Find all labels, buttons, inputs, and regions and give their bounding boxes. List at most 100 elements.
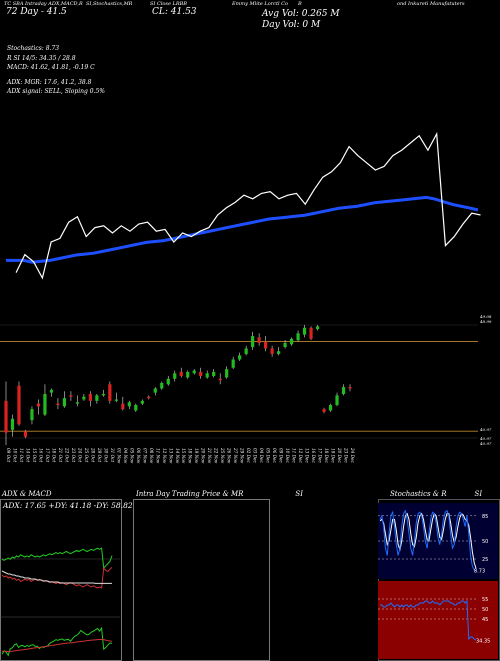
candle-body xyxy=(199,371,203,377)
date-tick-label: 01 Nov xyxy=(116,448,121,464)
candle-body xyxy=(108,384,112,401)
candle-body xyxy=(160,382,164,389)
close-price-line xyxy=(15,131,481,280)
candle-body xyxy=(75,402,79,404)
rsi-readout-label: 34.35 xyxy=(476,638,490,644)
candle-body xyxy=(134,405,138,411)
date-tick-label: 15 Nov xyxy=(181,448,186,464)
avg-volume: Avg Vol: 0.265 M xyxy=(262,9,340,19)
date-tick-label: 24 Oct xyxy=(77,447,82,462)
candle-body xyxy=(192,370,196,374)
date-tick-label: 22 Oct xyxy=(64,447,69,462)
date-tick-label: 23 Dec xyxy=(344,447,349,463)
price-label-top-b: 48.99 xyxy=(480,319,492,324)
date-tick-label: 10 Dec xyxy=(285,448,290,463)
date-tick-label: 16 Oct xyxy=(38,448,43,462)
date-tick-label: 14 Nov xyxy=(175,448,180,464)
date-tick-label: 12 Dec xyxy=(298,448,303,463)
price-label-bottom-c: 40.97 xyxy=(480,441,492,446)
candle-body xyxy=(10,418,15,430)
stoch-readout: Stochastics: 8.73 xyxy=(7,45,60,52)
adx-chart xyxy=(0,547,120,657)
minus-di-value: -DY: 58.82 xyxy=(93,501,133,510)
date-tick-label: 12 Nov xyxy=(162,448,167,464)
candle-body xyxy=(121,403,125,410)
quote-day: 72 Day - 41.5 xyxy=(6,7,67,17)
candle-body xyxy=(270,348,274,354)
date-tick-label: 18 Nov xyxy=(188,448,193,464)
adx-macd-panel xyxy=(0,499,122,661)
rsi-tick-label: 55 xyxy=(482,597,488,603)
macd-line xyxy=(1,626,113,657)
date-tick-label: 17 Dec xyxy=(318,448,323,463)
date-tick-label: 06 Dec xyxy=(272,448,277,463)
price-levels xyxy=(0,341,478,432)
date-tick-label: 09 Oct xyxy=(6,448,11,462)
candle-body xyxy=(251,336,255,348)
rsi-tick-label: 45 xyxy=(482,617,488,623)
stoch-chart: 85 50 25 8.73 55 50 45 34.35 xyxy=(378,503,498,659)
date-tick-label: 14 Oct xyxy=(25,448,30,462)
price-label-bottom-b: 40.97 xyxy=(480,436,492,441)
candle-body xyxy=(101,393,105,396)
candle-body xyxy=(289,338,294,345)
candle-body xyxy=(244,348,248,354)
candle-body xyxy=(43,393,47,415)
chart-grid xyxy=(0,324,478,439)
candle-body xyxy=(257,337,261,343)
header-b-mark: B xyxy=(298,1,302,7)
candle-body xyxy=(30,409,34,421)
candle-body xyxy=(322,409,326,412)
rsi-background xyxy=(378,581,498,659)
price-chart: 09 Oct 10 Oct 11 Oct 14 Oct 15 Oct 16 Oct 17 O… xyxy=(0,131,481,464)
date-tick-label: 29 Oct xyxy=(97,447,102,462)
price-label-bottom-a: 40.97 xyxy=(480,427,492,432)
date-tick-label: 10 Oct xyxy=(12,448,17,462)
date-tick-label: 28 Oct xyxy=(90,447,95,462)
candle-body xyxy=(218,378,222,381)
candle-body xyxy=(315,326,320,330)
date-tick-label: 21 Nov xyxy=(207,447,212,464)
candle-body xyxy=(88,393,92,401)
price-label-top-a: 49.08 xyxy=(480,314,492,319)
date-tick-label: 20 Dec xyxy=(337,447,342,463)
candle-body xyxy=(147,396,151,399)
stoch-panel-title: Stochastics & R SI xyxy=(390,490,483,498)
date-tick-label: 31 Oct xyxy=(110,448,115,462)
candle-body xyxy=(186,371,190,378)
candle-body xyxy=(56,403,60,405)
rsi-readout: R SI 14/5: 34.35 / 28.8 xyxy=(7,55,76,62)
stoch-tick-label: 25 xyxy=(482,557,488,563)
date-tick-label: 15 Oct xyxy=(32,448,37,462)
date-tick-label: 11 Dec xyxy=(292,448,297,463)
stoch-tick-label: 85 xyxy=(482,514,488,520)
candle-body xyxy=(348,387,352,389)
candle-body xyxy=(264,341,268,349)
date-tick-label: 27 Nov xyxy=(233,447,238,464)
candle-body xyxy=(179,371,183,377)
date-tick-label: 29 Nov xyxy=(240,447,245,464)
candle-body xyxy=(296,333,300,341)
adx-panel-title: ADX & MACD xyxy=(2,490,52,498)
candle-body xyxy=(69,395,73,397)
candle-body xyxy=(277,351,281,354)
rsi-tick-label: 50 xyxy=(482,607,488,613)
date-tick-label: 18 Dec xyxy=(324,448,329,463)
candle-body xyxy=(153,388,157,393)
date-tick-label: 20 Nov xyxy=(201,447,206,464)
candle-body xyxy=(205,373,209,378)
plus-di-value: +DY: 41.18 xyxy=(48,501,92,510)
date-tick-label: 02 Dec xyxy=(246,448,251,463)
candle-body xyxy=(17,385,21,425)
intraday-panel xyxy=(133,499,270,661)
candle-body xyxy=(23,431,28,437)
date-tick-label: 24 Dec xyxy=(350,447,355,463)
candle-body xyxy=(114,399,118,401)
adx-value: ADX: 17.65 xyxy=(3,501,47,510)
macd-readout: MACD: 41.62, 41.81, -0.19 C xyxy=(7,64,95,71)
candle-body xyxy=(309,327,313,339)
date-tick-label: 09 Dec xyxy=(279,448,284,463)
date-tick-label: 19 Nov xyxy=(194,448,199,464)
date-tick-label: 11 Nov xyxy=(155,448,160,464)
candle-body xyxy=(328,405,333,411)
